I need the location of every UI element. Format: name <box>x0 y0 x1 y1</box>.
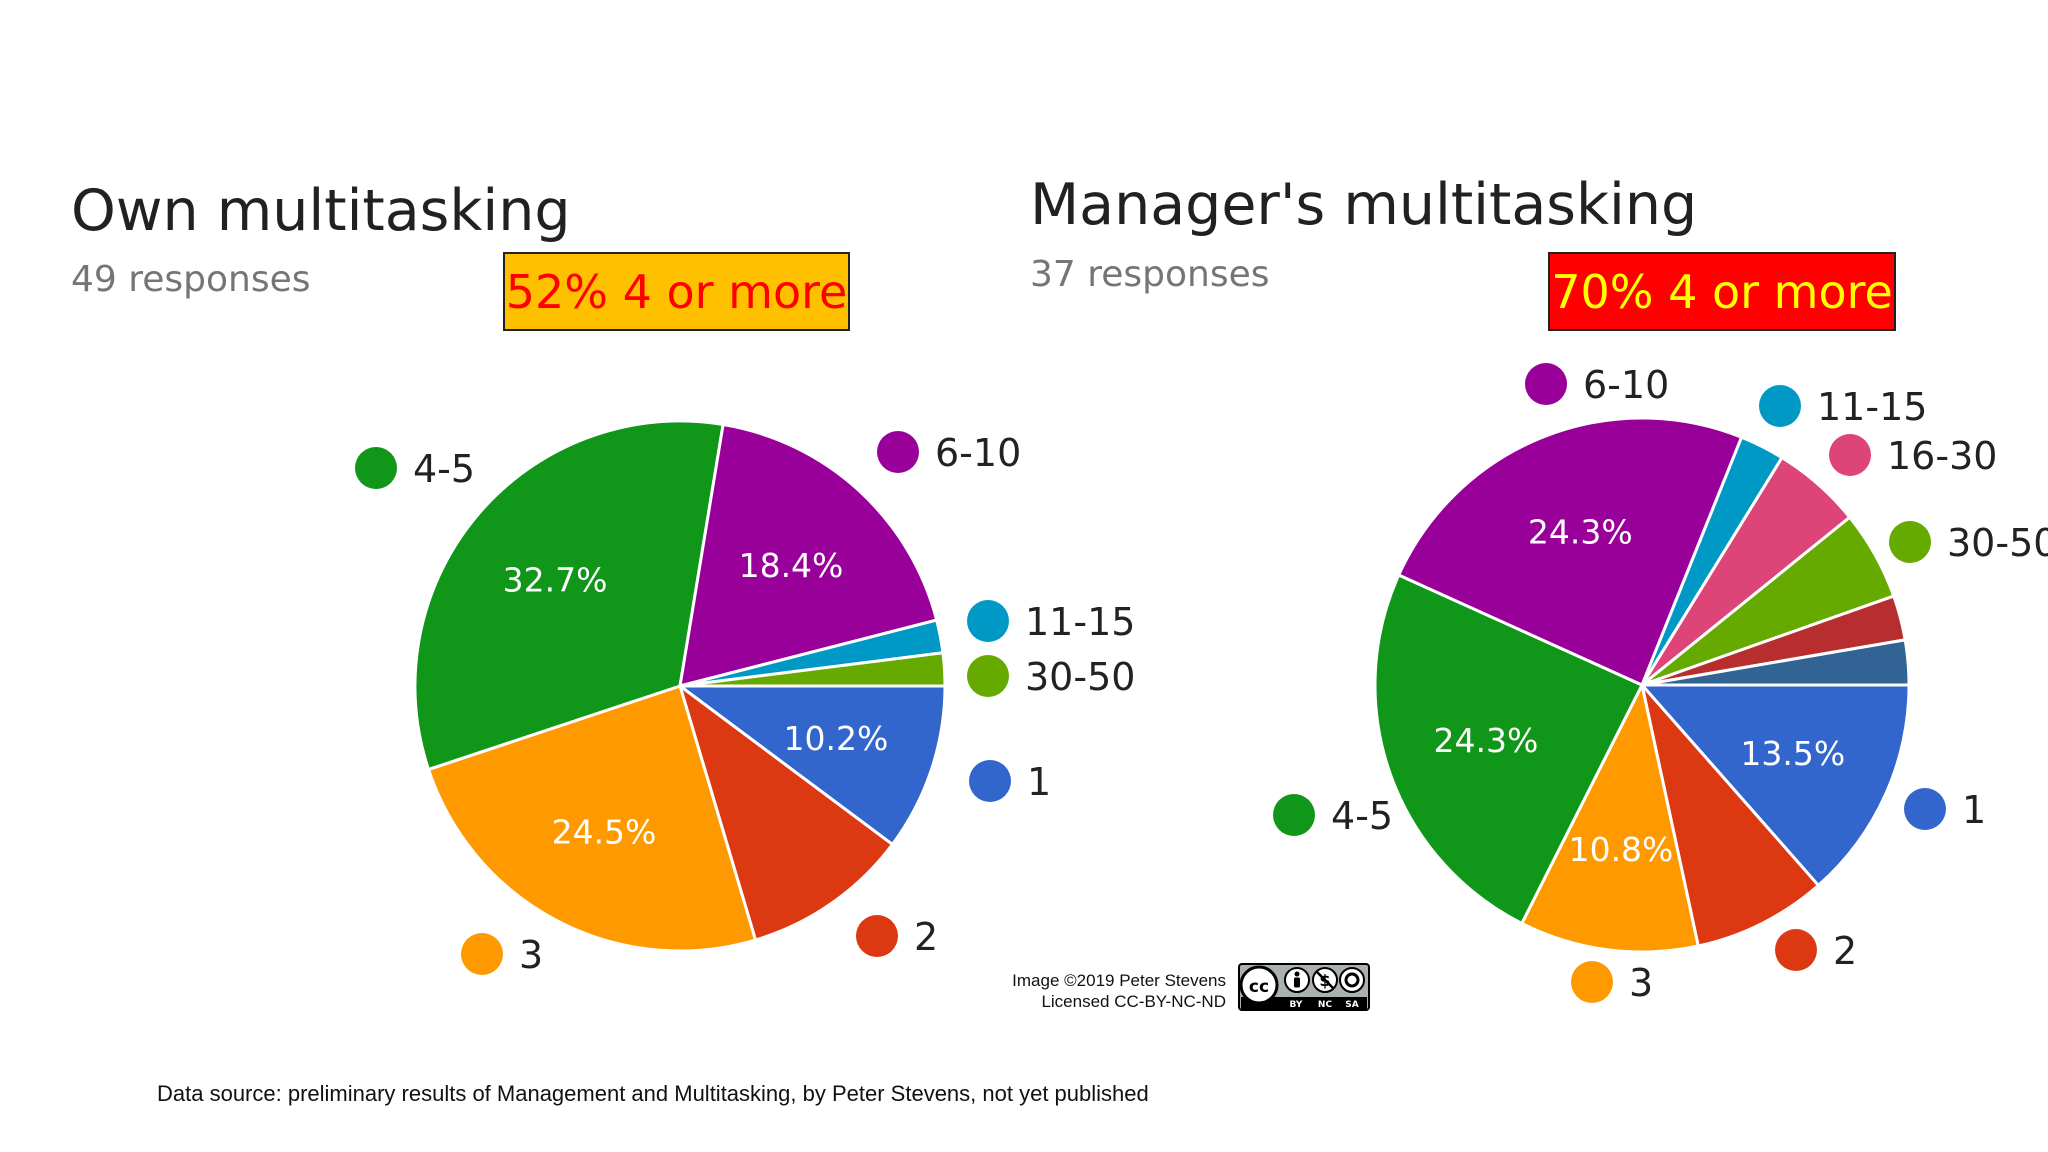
right-slice-data-label-2: 10.8% <box>1569 830 1674 869</box>
right-chart-title: Manager's multitasking <box>1030 172 1698 238</box>
left-callout-box: 52% 4 or more <box>503 252 850 331</box>
credit-license: Licensed CC-BY-NC-ND <box>1041 992 1226 1011</box>
left-legend-label-3: 3 <box>519 933 543 977</box>
left-legend-label-4-5: 4-5 <box>413 447 475 491</box>
right-legend-dot-2 <box>1775 929 1817 971</box>
left-legend-dot-6-10 <box>877 431 919 473</box>
left-slice-data-label-4: 18.4% <box>739 546 844 585</box>
right-slice-data-label-3: 24.3% <box>1433 721 1538 760</box>
left-slice-data-label-3: 32.7% <box>503 560 608 599</box>
right-legend-dot-3 <box>1571 961 1613 1003</box>
right-chart-subtitle: 37 responses <box>1030 254 1270 295</box>
right-legend-dot-16-30 <box>1829 434 1871 476</box>
left-pie-slice-1-0 <box>678 684 947 846</box>
right-legend-dot-1 <box>1904 788 1946 830</box>
right-legend-dot-11-15 <box>1759 385 1801 427</box>
left-chart-title: Own multitasking <box>71 178 571 244</box>
left-slice-data-label-2: 24.5% <box>552 813 657 852</box>
left-legend-label-1: 1 <box>1027 760 1051 804</box>
left-pie-slice-3-2 <box>426 684 758 953</box>
right-legend-dot-30-50 <box>1889 521 1931 563</box>
right-legend-label-11-15: 11-15 <box>1817 385 1927 429</box>
right-legend-dot-6-10 <box>1525 363 1567 405</box>
left-legend-dot-30-50 <box>967 655 1009 697</box>
left-pie-slice-6-10-4 <box>678 423 939 688</box>
left-pie-slice-4-5-3 <box>413 419 725 771</box>
left-legend-dot-3 <box>461 933 503 975</box>
svg-text:cc: cc <box>1249 977 1269 997</box>
right-slice-data-label-0: 13.5% <box>1740 734 1845 773</box>
right-pie-slice-1-0 <box>1640 683 1911 887</box>
right-pie-slice-4-5-3 <box>1373 573 1644 925</box>
cc-badge-nc: NC <box>1318 1000 1333 1010</box>
right-pie-slice-2-1 <box>1640 683 1820 948</box>
right-legend-label-4-5: 4-5 <box>1331 794 1393 838</box>
right-legend-label-1: 1 <box>1962 788 1986 832</box>
left-pie-slice-2-1 <box>678 684 894 942</box>
right-callout-box: 70% 4 or more <box>1548 252 1896 331</box>
left-slice-data-label-0: 10.2% <box>783 719 888 758</box>
data-source-note: Data source: preliminary results of Mana… <box>157 1081 1149 1106</box>
cc-badge-by: BY <box>1290 1000 1303 1010</box>
right-pie-slice-6-10-4 <box>1397 416 1744 687</box>
right-slice-data-label-4: 24.3% <box>1528 512 1633 551</box>
right-pie-slice-3-2 <box>1520 683 1700 954</box>
right-legend-label-30-50: 30-50 <box>1947 521 2048 565</box>
left-legend-label-2: 2 <box>914 915 938 959</box>
left-pie-slice-30-50-6 <box>678 651 947 688</box>
left-chart-subtitle: 49 responses <box>71 259 311 300</box>
image-credit: Image ©2019 Peter Stevens Licensed CC-BY… <box>900 970 1226 1012</box>
credit-copyright: Image ©2019 Peter Stevens <box>1012 971 1226 990</box>
left-legend-dot-2 <box>856 915 898 957</box>
right-pie-chart: 13.5% 1 2 10.8% 3 24.3% 4-5 24.3% 6-10 11-15 16-30… <box>1273 363 2048 1005</box>
left-legend-label-11-15: 11-15 <box>1025 600 1135 644</box>
right-legend-label-2: 2 <box>1833 929 1857 973</box>
right-legend-label-16-30: 16-30 <box>1887 434 1997 478</box>
left-legend-dot-11-15 <box>967 600 1009 642</box>
right-pie-slice-unlabeled-9 <box>1640 638 1911 687</box>
left-legend-label-6-10: 6-10 <box>935 431 1021 475</box>
left-pie-chart: 10.2% 1 2 24.5% 3 32.7% 4-5 18.4% 6-10 11-15 30-50 <box>355 419 1135 977</box>
right-legend-dot-4-5 <box>1273 794 1315 836</box>
left-legend-label-30-50: 30-50 <box>1025 655 1135 699</box>
left-legend-dot-1 <box>969 760 1011 802</box>
right-legend-label-6-10: 6-10 <box>1583 363 1669 407</box>
right-legend-label-3: 3 <box>1629 961 1653 1005</box>
cc-license-icon: cc $ BY NC SA <box>1238 963 1370 1011</box>
left-legend-dot-4-5 <box>355 447 397 489</box>
cc-badge-sa: SA <box>1345 1000 1358 1010</box>
